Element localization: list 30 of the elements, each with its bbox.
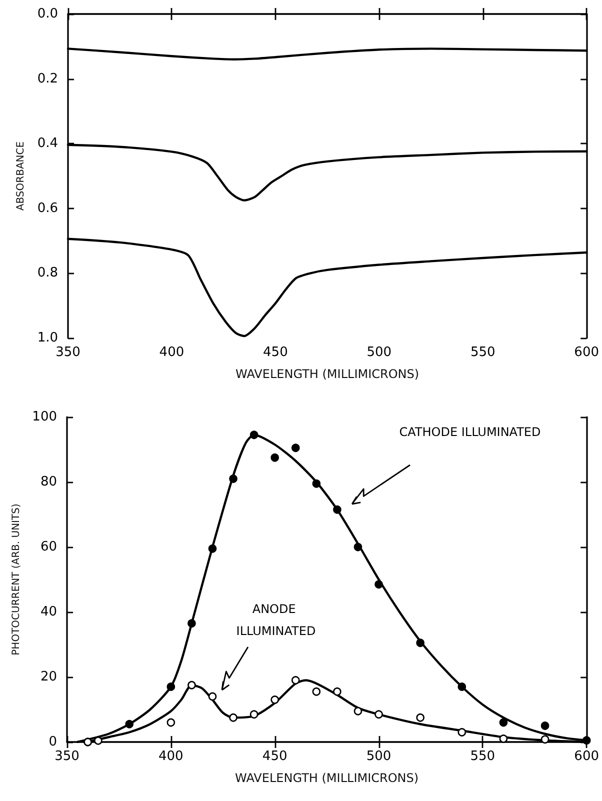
x-tick-label: 350 <box>56 345 80 360</box>
y-tick-label: 0.2 <box>37 71 58 86</box>
x-tick-label: 450 <box>263 345 288 360</box>
x-tick-label: 400 <box>158 749 184 764</box>
y-axis-title: ABSORBANCE <box>16 141 26 211</box>
x-axis-title: WAVELENGTH (MILLIMICRONS) <box>235 771 419 785</box>
y-tick-label: 0.0 <box>37 6 58 22</box>
y-tick-label: 0.4 <box>37 136 58 152</box>
y-tick-label: 0.6 <box>37 200 58 216</box>
y-tick-label: 0.8 <box>37 266 58 281</box>
x-tick-label: 550 <box>470 345 496 360</box>
x-tick-label: 600 <box>574 749 600 764</box>
y-axis-title: PHOTOCURRENT (ARB. UNITS) <box>10 504 22 656</box>
annotation: CATHODE ILLUMINATED <box>399 425 541 439</box>
annotation: ANODE ILLUMINATED <box>236 602 316 638</box>
x-axis-title: WAVELENGTH (MILLIMICRONS) <box>236 367 420 381</box>
y-tick-label: 0 <box>48 734 57 750</box>
x-tick-label: 550 <box>470 749 496 764</box>
x-tick-label: 450 <box>262 749 288 764</box>
y-tick-label: 100 <box>32 410 57 424</box>
x-tick-label: 500 <box>366 749 392 764</box>
x-tick-label: 600 <box>574 345 600 360</box>
x-tick-label: 500 <box>366 345 392 360</box>
y-tick-label: 1.0 <box>37 330 58 346</box>
y-tick-label: 20 <box>40 670 57 684</box>
y-tick-label: 60 <box>40 540 57 554</box>
y-tick-label: 40 <box>40 604 57 620</box>
y-tick-label: 80 <box>40 474 57 490</box>
x-tick-label: 350 <box>54 749 80 764</box>
x-tick-label: 400 <box>159 345 184 360</box>
